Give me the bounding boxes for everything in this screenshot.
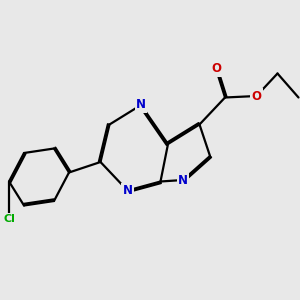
Text: N: N — [122, 184, 133, 197]
Text: O: O — [251, 89, 262, 103]
Text: Cl: Cl — [3, 214, 15, 224]
Text: O: O — [211, 62, 221, 76]
Text: N: N — [136, 98, 146, 112]
Text: N: N — [178, 173, 188, 187]
